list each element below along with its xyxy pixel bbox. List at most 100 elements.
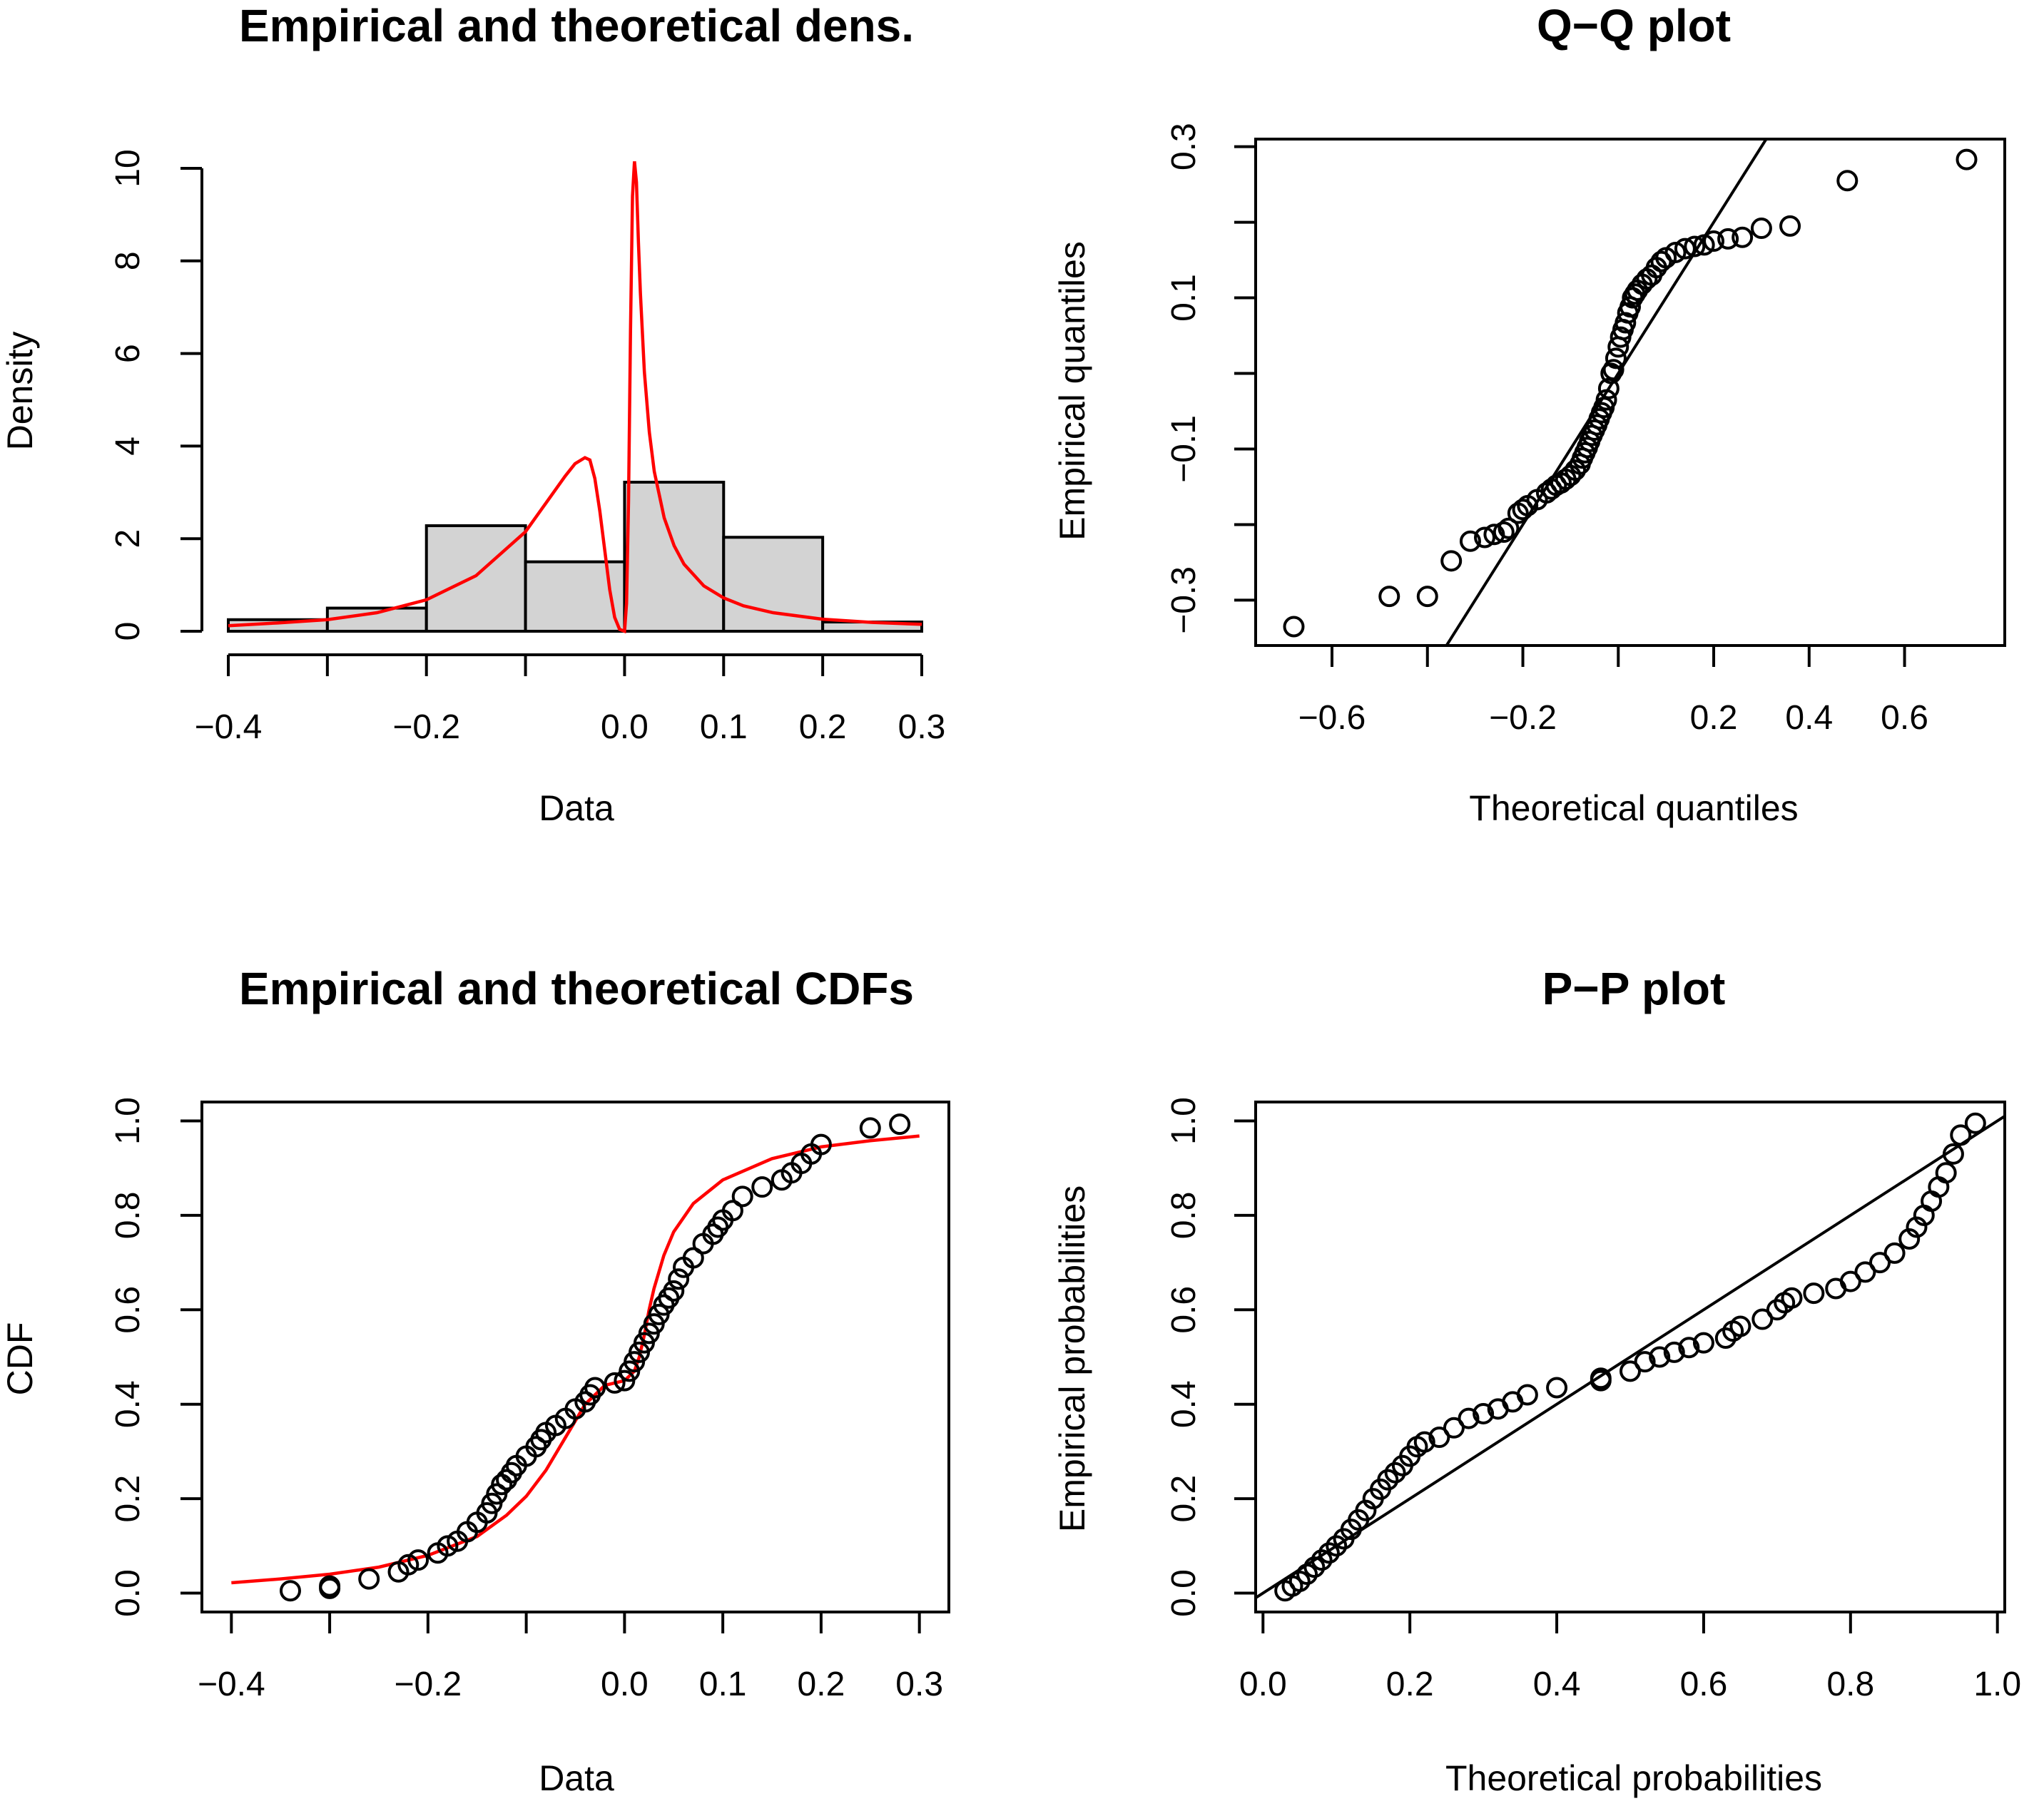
qq-plot-panel: Q−Q plot Theoretical quantiles Empirical q…	[1052, 0, 2006, 828]
theoretical-cdf-curve	[231, 1134, 920, 1585]
data-point	[1781, 1287, 1803, 1309]
data-point	[1318, 1542, 1340, 1564]
x-tick-label: 0.3	[898, 708, 946, 746]
y-tick-label: 10	[109, 149, 147, 187]
histogram-bar	[424, 524, 527, 633]
x-axis-label: Theoretical quantiles	[1469, 788, 1798, 828]
data-point	[1964, 1112, 1986, 1134]
y-tick-label: 4	[109, 437, 147, 456]
data-point	[397, 1554, 420, 1576]
data-point	[1384, 1462, 1406, 1484]
data-point	[604, 1372, 626, 1394]
y-tick-label: 0.0	[109, 1569, 147, 1617]
data-point	[1311, 1549, 1333, 1571]
data-point	[1883, 1242, 1906, 1264]
data-point	[1717, 228, 1739, 250]
y-tick-label: 6	[109, 344, 147, 363]
chart-title: Empirical and theoretical CDFs	[239, 963, 914, 1014]
data-point	[1664, 241, 1687, 263]
data-point	[1779, 215, 1801, 237]
y-tick-label: 0.1	[1165, 274, 1203, 322]
data-point	[1600, 362, 1622, 384]
data-point	[1546, 1377, 1568, 1399]
x-axis-label: Data	[539, 788, 614, 828]
data-point	[1326, 1535, 1348, 1557]
y-tick-label: 0.6	[1165, 1286, 1203, 1334]
data-point	[1428, 1427, 1450, 1449]
x-axis-label: Theoretical probabilities	[1445, 1758, 1822, 1798]
x-tick-label: 0.6	[1881, 699, 1928, 737]
data-point	[1597, 377, 1620, 399]
data-point	[1956, 148, 1978, 170]
data-point	[859, 1117, 881, 1139]
x-tick-label: 0.6	[1680, 1665, 1728, 1703]
x-tick-label: −0.2	[392, 708, 460, 746]
plot-frame	[1254, 138, 2006, 647]
x-tick-label: 0.1	[699, 1665, 747, 1703]
data-point	[1649, 1346, 1671, 1368]
data-point	[1935, 1162, 1957, 1184]
data-point	[1854, 1261, 1876, 1283]
x-tick-label: 0.2	[799, 708, 847, 746]
data-point	[1440, 550, 1463, 572]
data-point	[1692, 1332, 1714, 1354]
data-point	[1458, 1407, 1480, 1429]
density-panel: Empirical and theoretical dens. Data Densi…	[0, 0, 945, 828]
y-tick-label: 0.2	[109, 1475, 147, 1523]
plot-area	[1283, 139, 1978, 646]
x-axis-label: Data	[539, 1758, 614, 1798]
data-point	[1803, 1282, 1825, 1305]
data-point	[721, 1200, 743, 1222]
data-point	[1751, 1308, 1774, 1330]
chart-title: Empirical and theoretical dens.	[239, 0, 914, 51]
data-point	[1378, 586, 1400, 608]
data-point	[279, 1580, 301, 1602]
data-point	[1703, 230, 1725, 252]
data-point	[1296, 1564, 1318, 1586]
x-tick-label: −0.2	[394, 1665, 462, 1703]
x-tick-label: 0.4	[1785, 699, 1833, 737]
data-point	[751, 1176, 773, 1198]
data-point	[1732, 226, 1754, 248]
plot-area	[1256, 1112, 2005, 1602]
data-point	[1602, 359, 1624, 381]
data-point	[1283, 616, 1305, 638]
y-tick-label: 0	[109, 622, 147, 641]
x-tick-label: 0.1	[700, 708, 748, 746]
x-tick-label: −0.6	[1298, 699, 1366, 737]
cdf-panel: Empirical and theoretical CDFs Data CDF −0.…	[0, 963, 950, 1798]
data-point	[1750, 218, 1772, 240]
data-point	[1459, 530, 1481, 552]
data-point	[1898, 1228, 1921, 1250]
reference-line	[1445, 139, 1768, 646]
x-tick-label: 0.4	[1533, 1665, 1581, 1703]
data-point	[1288, 1570, 1311, 1592]
data-point	[1684, 235, 1706, 257]
x-tick-label: 0.3	[895, 1665, 943, 1703]
y-tick-label: −0.1	[1165, 415, 1203, 483]
reference-line	[1256, 1115, 2005, 1599]
x-tick-label: 0.2	[1386, 1665, 1434, 1703]
plot-area	[231, 1113, 920, 1602]
data-point	[1595, 389, 1617, 411]
data-point	[889, 1113, 911, 1136]
x-tick-label: 1.0	[1973, 1665, 2021, 1703]
data-point	[1766, 1299, 1788, 1321]
y-tick-label: 0.4	[109, 1380, 147, 1428]
data-point	[1493, 521, 1515, 544]
data-point	[1473, 1402, 1495, 1424]
data-point	[584, 1377, 606, 1399]
y-tick-label: 2	[109, 529, 147, 549]
data-point	[1303, 1556, 1326, 1578]
x-tick-label: −0.4	[195, 708, 263, 746]
y-tick-label: 0.6	[109, 1286, 147, 1334]
y-tick-label: 0.0	[1165, 1569, 1203, 1617]
data-point	[1620, 1360, 1641, 1382]
data-point	[682, 1247, 704, 1269]
data-point	[1516, 1384, 1538, 1406]
y-tick-label: 1.0	[109, 1097, 147, 1145]
theoretical-density-curve	[228, 161, 922, 634]
data-point	[1416, 586, 1438, 608]
y-axis-label: Density	[0, 332, 40, 451]
